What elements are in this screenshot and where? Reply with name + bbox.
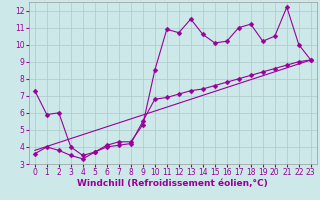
- X-axis label: Windchill (Refroidissement éolien,°C): Windchill (Refroidissement éolien,°C): [77, 179, 268, 188]
